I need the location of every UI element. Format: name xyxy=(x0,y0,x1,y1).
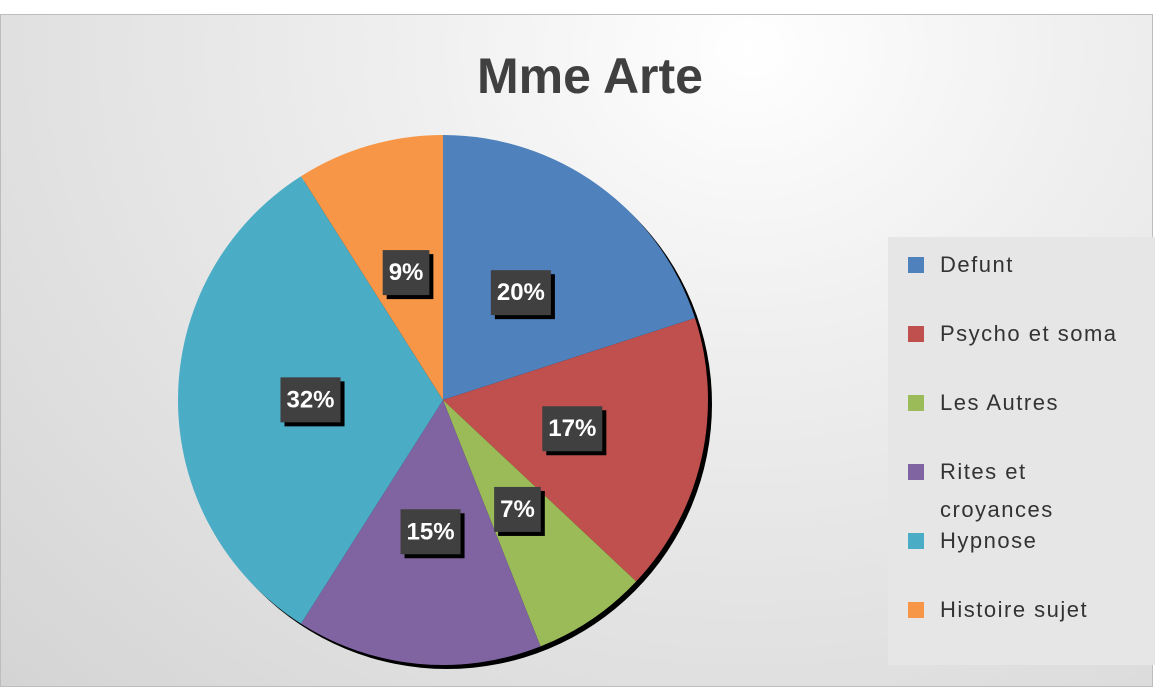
legend-swatch xyxy=(908,533,924,549)
data-label-box xyxy=(382,250,430,296)
legend-swatch xyxy=(908,464,924,480)
data-label: 17% xyxy=(542,406,607,456)
data-label-text: 9% xyxy=(389,259,424,286)
pie-slice xyxy=(443,135,696,400)
legend-item: Defunt xyxy=(908,246,1014,284)
legend: Defunt Psycho et soma Les Autres Rites et c… xyxy=(888,237,1155,665)
chart-title: Mme Arte xyxy=(477,48,703,104)
data-label: 15% xyxy=(400,509,465,559)
data-label: 9% xyxy=(382,250,434,300)
data-label-box xyxy=(490,270,551,316)
data-label-box xyxy=(494,486,541,532)
legend-swatch xyxy=(908,257,924,273)
legend-label: Psycho et soma xyxy=(940,321,1118,346)
legend-label: Histoire sujet xyxy=(940,597,1089,622)
data-label-text: 17% xyxy=(548,415,596,442)
data-label-text: 20% xyxy=(497,279,545,306)
data-label-box xyxy=(280,377,341,423)
data-label: 7% xyxy=(494,486,545,536)
legend-item: Psycho et soma xyxy=(908,315,1118,353)
legend-item: Les Autres xyxy=(908,384,1059,422)
legend-item: Histoire sujet xyxy=(908,591,1088,629)
data-label: 20% xyxy=(490,270,555,320)
legend-swatch xyxy=(908,395,924,411)
legend-label: Defunt xyxy=(940,252,1014,277)
legend-item: Rites et croyances xyxy=(908,453,1090,529)
data-label-box xyxy=(400,509,461,555)
data-label-box xyxy=(542,406,603,452)
legend-swatch xyxy=(908,326,924,342)
data-label-text: 7% xyxy=(500,496,535,523)
data-label-text: 15% xyxy=(407,518,455,545)
legend-label: Les Autres xyxy=(940,390,1059,415)
legend-swatch xyxy=(908,602,924,618)
pie-slice xyxy=(301,135,443,400)
legend-item: Hypnose xyxy=(908,522,1037,560)
data-label-text: 32% xyxy=(286,386,334,413)
legend-label: Rites et croyances xyxy=(940,459,1054,522)
data-label: 32% xyxy=(280,377,345,427)
legend-label: Hypnose xyxy=(940,528,1038,553)
